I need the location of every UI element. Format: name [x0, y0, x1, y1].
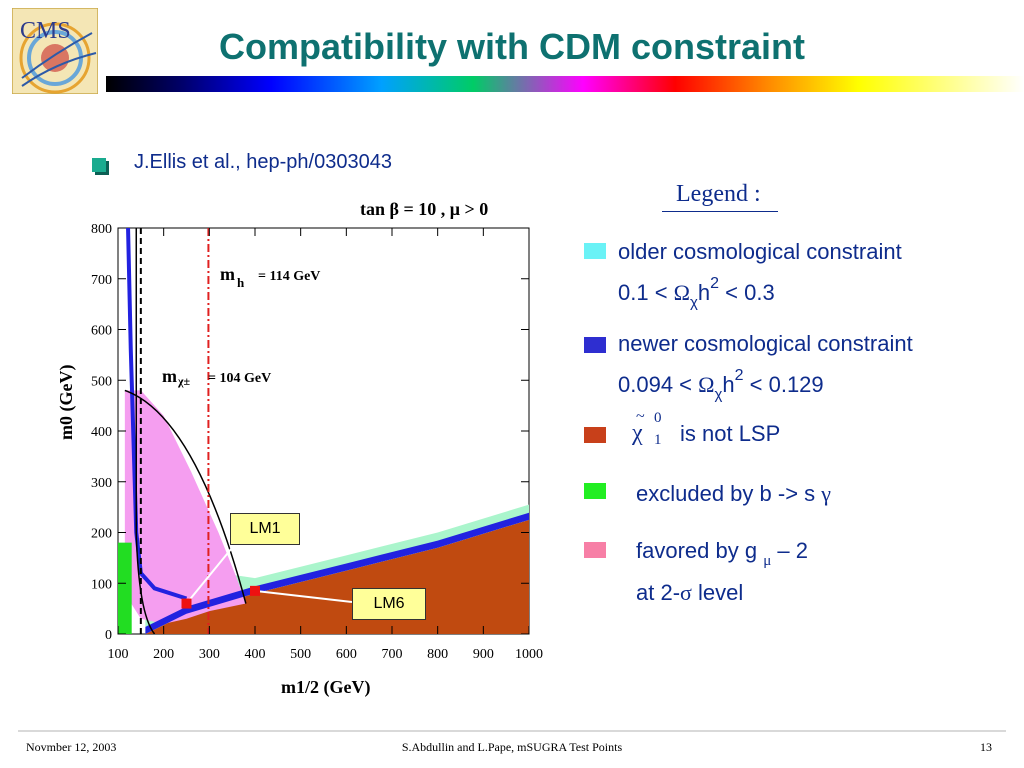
gminus2-boundary — [124, 389, 247, 604]
y-tick-label: 300 — [91, 476, 112, 491]
legend-swatch-stau-lsp — [584, 427, 606, 443]
svg-text:h: h — [237, 275, 245, 290]
mh-annotation: m h = 114 GeV — [220, 264, 320, 290]
y-tick-label: 800 — [91, 222, 112, 237]
new-cosmo-strip — [126, 228, 188, 601]
mchi-annotation: m χ± = 104 GeV — [162, 366, 271, 388]
benchmark-points — [181, 542, 353, 609]
x-axis-label: m1/2 (GeV) — [281, 677, 370, 698]
gminus2-region — [124, 390, 246, 624]
bsgamma-region — [118, 542, 132, 634]
lm6-leader — [254, 589, 353, 603]
y-tick-label: 100 — [91, 577, 112, 592]
susy-parameter-plot: 100 200 300 400 500 600 700 800 900 1000 0 100 200 30… — [56, 199, 543, 698]
bullet-icon — [92, 158, 106, 172]
new-cosmo-region — [145, 512, 529, 634]
title-rule — [106, 76, 1024, 92]
svg-text:m: m — [162, 366, 177, 386]
lm6-label: LM6 — [352, 588, 426, 620]
footer-rule — [18, 730, 1006, 732]
legend-swatch-gminus2 — [584, 542, 606, 558]
x-tick-label: 800 — [427, 647, 448, 662]
legend-item-bsgamma: excluded by b -> s γ — [636, 481, 832, 506]
x-tick-label: 500 — [290, 647, 311, 662]
slide-title: Compatibility with CDM constraint — [218, 26, 805, 67]
y-tick-label: 700 — [91, 273, 112, 288]
footer-page-number: 13 — [980, 740, 992, 754]
lm1-leader — [185, 542, 237, 605]
y-tick-label: 200 — [91, 527, 112, 542]
lm1-label: LM1 — [230, 513, 300, 545]
svg-text:m: m — [220, 264, 235, 284]
legend-item-gminus2: favored by g μ – 2 at 2-σ level — [636, 538, 808, 605]
benchmark-point-lm6 — [250, 585, 260, 596]
svg-text:= 104 GeV: = 104 GeV — [208, 371, 271, 386]
reference-text: J.Ellis et al., hep-ph/0303043 — [134, 151, 392, 173]
y-axis-label: m0 (GeV) — [56, 365, 77, 440]
legend-underline — [662, 211, 778, 212]
legend-heading: Legend : — [676, 181, 761, 207]
svg-text:= 114 GeV: = 114 GeV — [258, 269, 320, 284]
legend-swatch-old-cosmo — [584, 243, 606, 259]
stau-lsp-region — [145, 519, 529, 634]
y-tick-label: 400 — [91, 425, 112, 440]
x-tick-label: 1000 — [515, 647, 543, 662]
legend-item-new-cosmo: newer cosmological constraint 0.094 < Ωχ… — [618, 331, 913, 403]
legend-item-old-cosmo: older cosmological constraint 0.1 < Ωχh2… — [618, 239, 902, 311]
svg-text:CMS: CMS — [20, 18, 71, 44]
footer-center-text: S.Abdullin and L.Pape, mSUGRA Test Point… — [401, 740, 623, 754]
x-tick-label: 600 — [336, 647, 357, 662]
tick-labels: 100 200 300 400 500 600 700 800 900 1000 0 100 200 30… — [91, 222, 543, 662]
x-tick-label: 100 — [108, 647, 129, 662]
legend-swatch-new-cosmo — [584, 337, 606, 353]
footer-date: Novmber 12, 2003 — [26, 740, 117, 754]
plot-regions — [118, 228, 529, 634]
svg-text:χ±: χ± — [177, 374, 191, 388]
x-tick-label: 200 — [153, 647, 174, 662]
legend-item-stau-lsp: is not LSP — [680, 421, 781, 446]
y-tick-label: 600 — [91, 324, 112, 339]
x-tick-label: 900 — [473, 647, 494, 662]
y-tick-label: 500 — [91, 374, 112, 389]
x-tick-label: 300 — [199, 647, 220, 662]
chart-title: tan β = 10 , μ > 0 — [360, 199, 488, 219]
y-tick-label: 0 — [105, 628, 112, 643]
plot-ticks — [117, 227, 530, 635]
x-tick-label: 700 — [382, 647, 403, 662]
legend-swatch-bsgamma — [584, 483, 606, 499]
cms-logo: CMS — [12, 8, 98, 94]
x-tick-label: 400 — [245, 647, 266, 662]
benchmark-point-lm1 — [181, 598, 192, 609]
